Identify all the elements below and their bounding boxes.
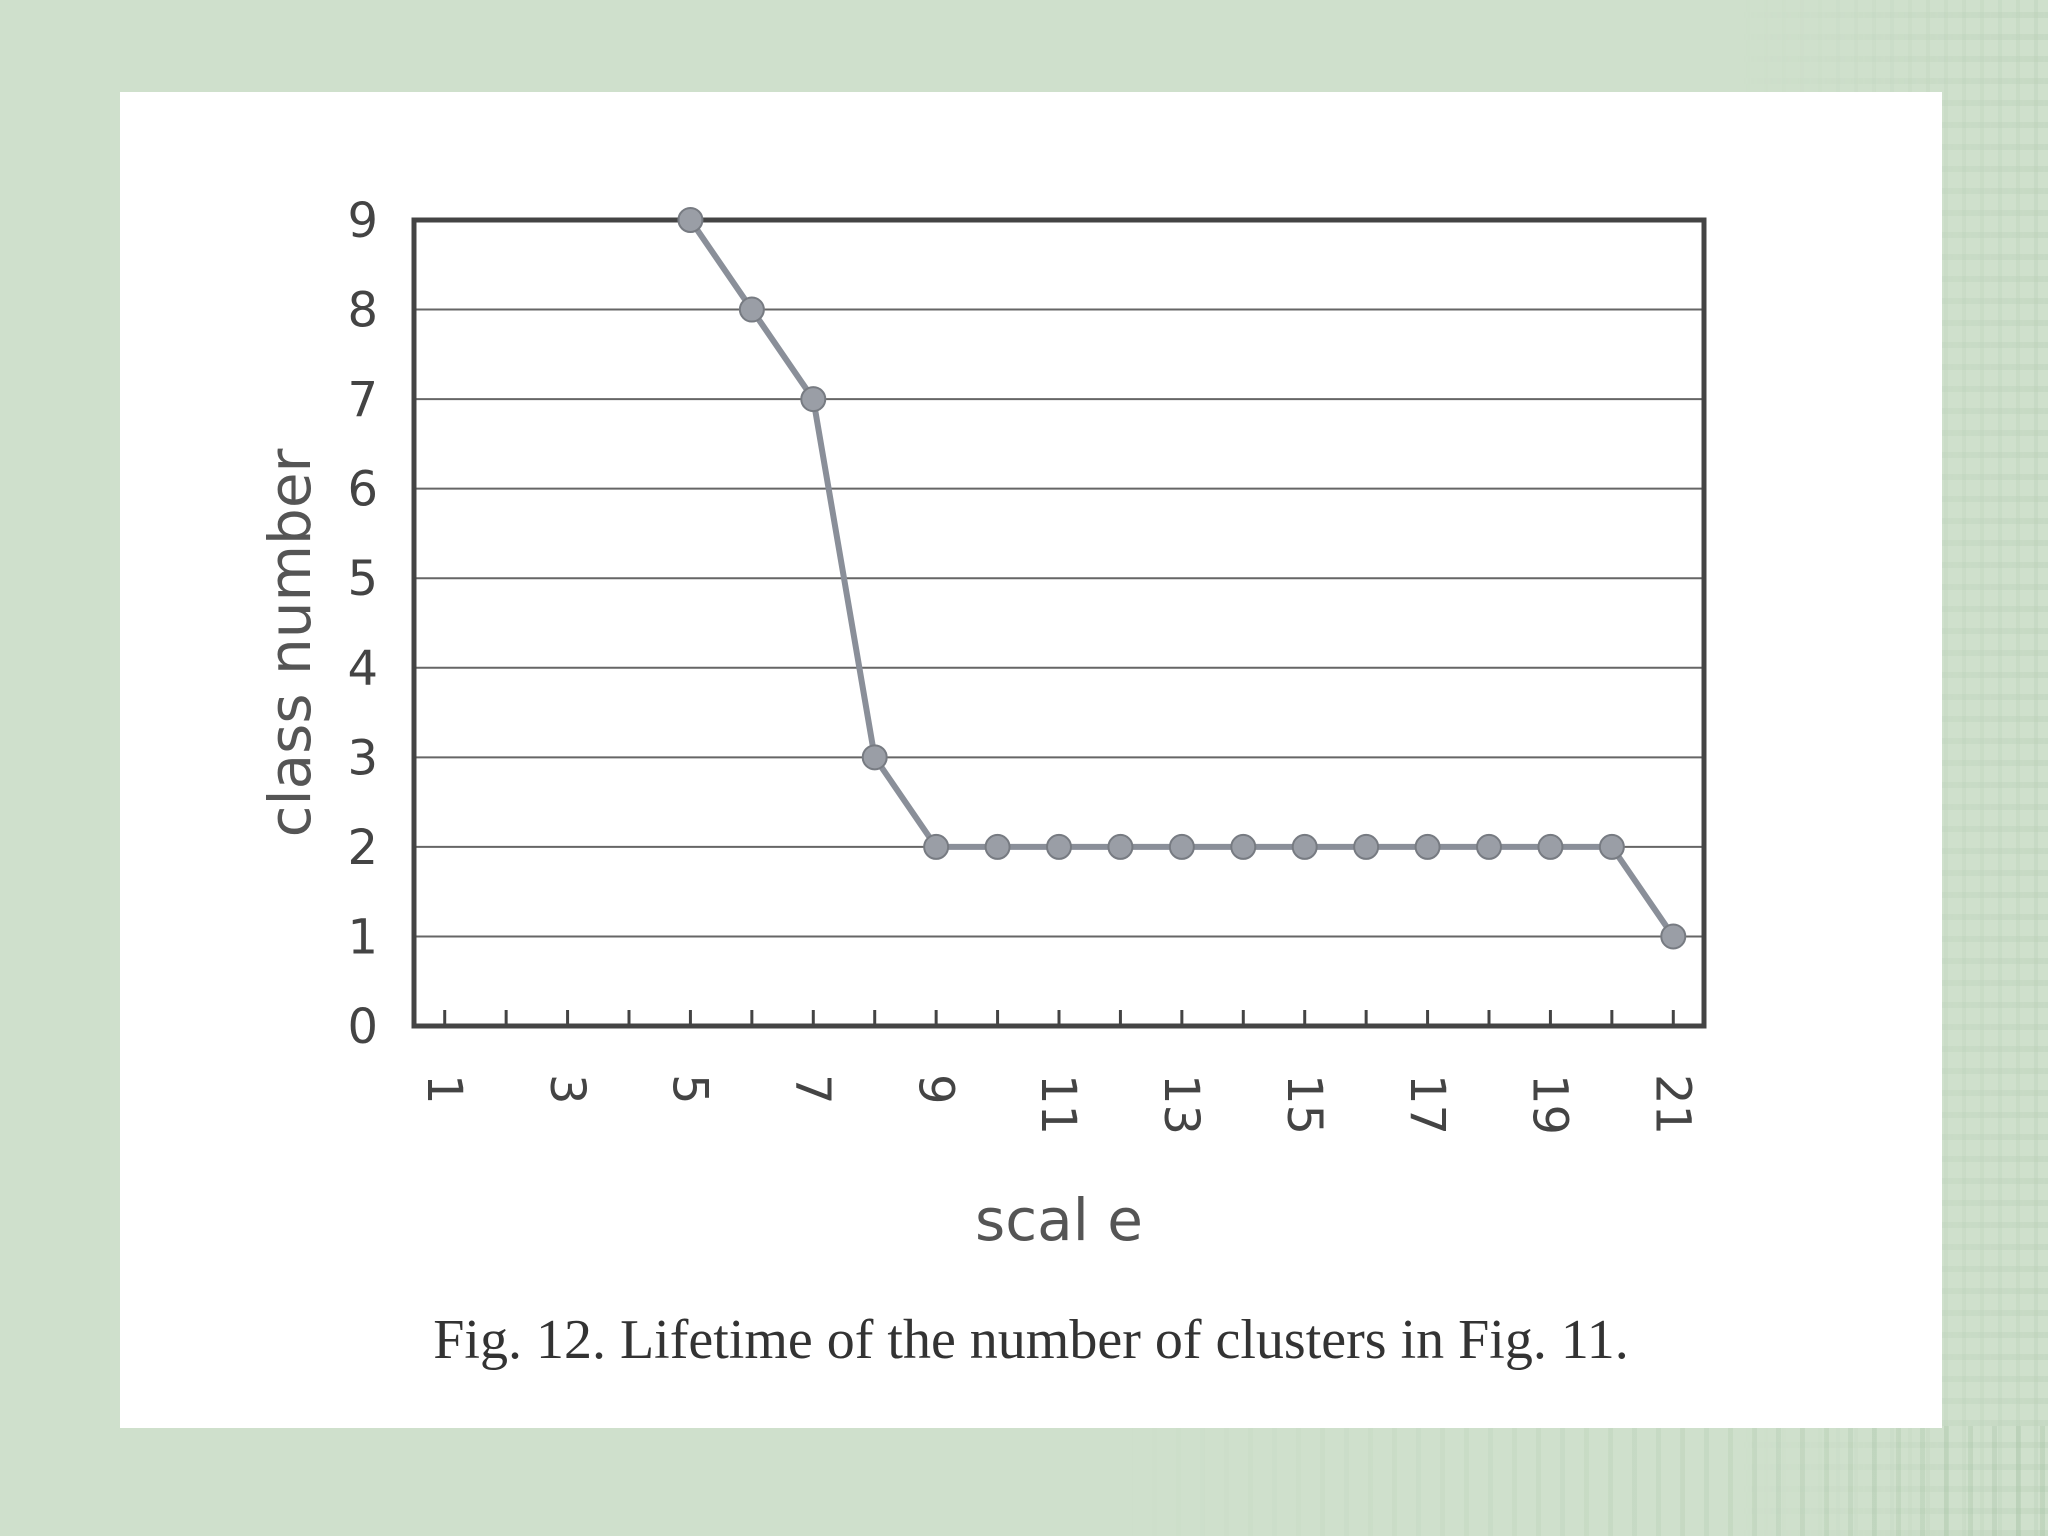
data-point [800, 386, 827, 413]
x-tick-label: 13 [1153, 1074, 1209, 1135]
y-tick-label: 9 [347, 193, 378, 249]
x-tick-label: 7 [784, 1074, 840, 1105]
y-tick-label: 4 [347, 641, 378, 697]
x-tick-label: 9 [907, 1074, 963, 1105]
x-tick-label: 17 [1399, 1074, 1455, 1135]
data-point [923, 833, 950, 860]
y-tick-label: 1 [347, 909, 378, 965]
data-point [1046, 833, 1072, 860]
x-tick-label: 21 [1644, 1074, 1700, 1135]
x-tick-label: 11 [1030, 1074, 1086, 1135]
y-axis-title: class number [256, 448, 324, 837]
data-point [1537, 833, 1564, 860]
x-tick-label: 5 [662, 1074, 718, 1105]
data-point [1598, 833, 1625, 860]
data-point [984, 833, 1011, 860]
gridlines [414, 308, 1704, 938]
data-point [1168, 833, 1195, 860]
x-tick-label: 15 [1276, 1074, 1332, 1135]
x-ticks [443, 1010, 1675, 1026]
series-markers [677, 207, 1687, 950]
x-tick-labels: 1 3 5 7 9 11 13 15 17 19 21 [416, 1074, 1701, 1135]
data-point [1476, 833, 1502, 860]
data-point [861, 744, 888, 771]
data-point [1230, 833, 1257, 860]
x-tick-label: 19 [1522, 1074, 1578, 1135]
data-point [738, 296, 765, 323]
y-tick-label: 6 [347, 462, 378, 518]
x-tick-label: 3 [539, 1074, 595, 1105]
y-tick-labels: 0 1 2 3 4 5 6 7 8 9 [347, 193, 378, 1055]
figure-caption: Fig. 12. Lifetime of the number of clust… [433, 1309, 1629, 1371]
y-tick-label: 7 [347, 372, 378, 428]
plot-frame [411, 217, 1707, 1029]
y-tick-label: 0 [347, 999, 378, 1055]
y-tick-label: 2 [347, 820, 378, 876]
y-tick-label: 3 [347, 730, 378, 786]
data-point [1353, 833, 1380, 860]
data-point [677, 207, 704, 233]
data-point [1291, 833, 1318, 860]
x-axis-title: scal e [975, 1186, 1143, 1254]
y-tick-label: 5 [347, 551, 378, 607]
data-point [1107, 833, 1134, 860]
data-point [1660, 923, 1687, 950]
x-tick-label: 1 [416, 1074, 472, 1105]
data-point [1414, 833, 1441, 860]
y-tick-label: 8 [347, 283, 378, 339]
figure-card [120, 92, 1942, 1428]
